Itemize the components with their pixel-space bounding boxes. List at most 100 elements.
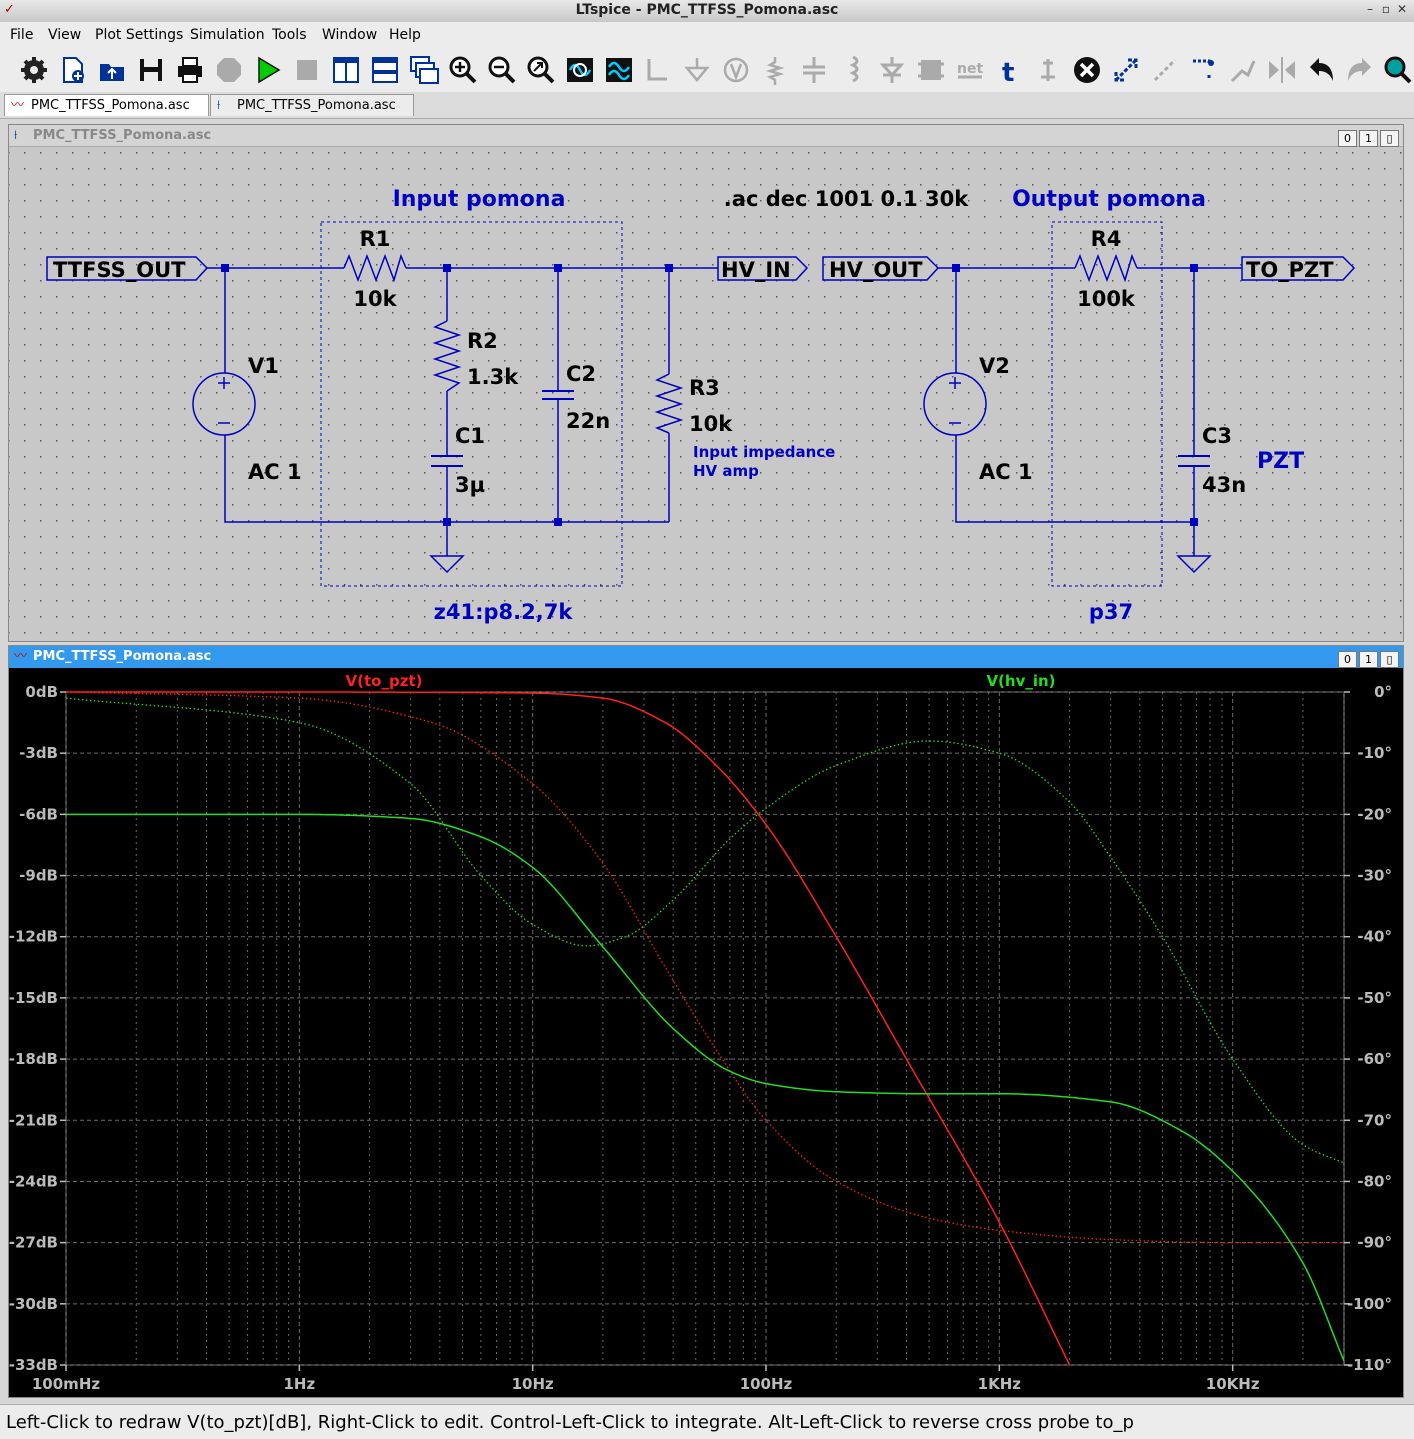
net-label-hv-in[interactable] — [717, 256, 809, 281]
r4-name[interactable]: R4 — [1091, 227, 1122, 251]
c3-name[interactable]: C3 — [1202, 424, 1232, 448]
menu-tools[interactable]: Tools — [272, 27, 307, 43]
waveform-icon[interactable] — [603, 54, 635, 86]
capacitor-c1-symbol[interactable] — [431, 455, 463, 467]
text-icon[interactable]: t — [993, 54, 1025, 86]
menu-file[interactable]: File — [10, 27, 34, 43]
move-icon[interactable] — [1110, 54, 1142, 86]
schematic-canvas[interactable]: Input pomona Output pomona .ac dec 1001 … — [9, 147, 1403, 641]
trace-v-hv-in-magnitude[interactable] — [66, 813, 1345, 1362]
c3-value[interactable]: 43n — [1202, 473, 1246, 497]
cascade-icon[interactable] — [408, 54, 440, 86]
gear-icon[interactable] — [18, 54, 50, 86]
pane-restore-button[interactable]: 1 — [1359, 130, 1378, 147]
print-icon[interactable] — [174, 54, 206, 86]
copy-icon[interactable] — [1188, 54, 1220, 86]
close-icon[interactable]: ✕ — [1396, 2, 1408, 16]
capacitor-c3-symbol[interactable] — [1178, 455, 1210, 467]
menu-help[interactable]: Help — [389, 27, 421, 43]
resistor-r1-symbol[interactable] — [343, 253, 407, 283]
resistor-r4-symbol[interactable] — [1074, 253, 1138, 283]
v1-name[interactable]: V1 — [248, 354, 279, 378]
undo-icon[interactable] — [1305, 54, 1337, 86]
maximize-icon[interactable]: ▫ — [1381, 2, 1391, 16]
open-icon[interactable] — [96, 54, 128, 86]
resistor-icon[interactable] — [759, 54, 791, 86]
diode-icon[interactable] — [876, 54, 908, 86]
pane-minimize-button[interactable]: 0 — [1338, 651, 1357, 668]
menu-simulation[interactable]: Simulation — [190, 27, 265, 43]
net-icon[interactable]: net — [954, 54, 986, 86]
r3-value[interactable]: 10k — [689, 412, 733, 436]
resistor-r2-symbol[interactable] — [432, 320, 462, 392]
trace-v-to-pzt-phase[interactable] — [65, 691, 1344, 1244]
drag-icon[interactable] — [1149, 54, 1181, 86]
voltage-source-v2-symbol[interactable] — [923, 372, 987, 436]
zoom-out-icon[interactable] — [486, 54, 518, 86]
r2-name[interactable]: R2 — [467, 329, 498, 353]
v2-value[interactable]: AC 1 — [979, 460, 1033, 484]
c1-name[interactable]: C1 — [455, 424, 485, 448]
v2-name[interactable]: V2 — [979, 354, 1010, 378]
c2-name[interactable]: C2 — [566, 362, 596, 386]
pane-restore-button[interactable]: 1 — [1359, 651, 1378, 668]
output-pomona-title[interactable]: Output pomona — [1012, 187, 1206, 212]
tab-waveform[interactable]: 〰 PMC_TTFSS_Pomona.asc — [4, 94, 209, 116]
redo-icon[interactable] — [1344, 54, 1376, 86]
menu-plot-settings[interactable]: Plot Settings — [95, 27, 184, 43]
input-pomona-title[interactable]: Input pomona — [393, 187, 566, 212]
delete-icon[interactable] — [1071, 54, 1103, 86]
minimize-icon[interactable]: – — [1367, 2, 1373, 16]
r1-value[interactable]: 10k — [353, 287, 397, 311]
pane-maximize-button[interactable]: ▯ — [1380, 651, 1399, 668]
trace-label-v-to-pzt[interactable]: V(to_pzt) — [346, 672, 423, 690]
waveform-plot[interactable]: 0dB 0° -3dB -10° -6dB -20° -9dB -30° -12dB -40° -1… — [9, 668, 1403, 1397]
c2-value[interactable]: 22n — [566, 409, 610, 433]
pzt-label[interactable]: PZT — [1257, 449, 1304, 474]
pane-minimize-button[interactable]: 0 — [1338, 130, 1357, 147]
trace-v-to-pzt-magnitude[interactable] — [66, 691, 1071, 1366]
inductor-icon[interactable] — [837, 54, 869, 86]
r1-name[interactable]: R1 — [360, 227, 391, 251]
output-box-note[interactable]: p37 — [1089, 600, 1133, 624]
net-label-hv-out[interactable] — [822, 256, 940, 281]
menu-view[interactable]: View — [48, 27, 82, 43]
zoom-fit-icon[interactable] — [525, 54, 557, 86]
input-box-note[interactable]: z41:p8.2,7k — [434, 600, 574, 624]
v1-value[interactable]: AC 1 — [248, 460, 302, 484]
tile-vertical-icon[interactable] — [330, 54, 362, 86]
title-bar: ✓ LTspice - PMC_TTFSS_Pomona.asc – ▫ ✕ — [0, 0, 1414, 23]
tile-horizontal-icon[interactable] — [369, 54, 401, 86]
resistor-r3-symbol[interactable] — [654, 373, 684, 434]
comment-input-impedance[interactable]: Input impedance — [693, 443, 835, 461]
menu-window[interactable]: Window — [322, 27, 378, 43]
find-icon[interactable] — [1382, 54, 1414, 86]
label-net-icon[interactable] — [720, 54, 752, 86]
voltage-source-v1-symbol[interactable] — [192, 372, 256, 436]
spice-directive-icon[interactable] — [1032, 54, 1064, 86]
save-icon[interactable] — [135, 54, 167, 86]
r4-value[interactable]: 100k — [1077, 287, 1136, 311]
net-label-ttfss-out[interactable] — [46, 256, 209, 281]
c1-value[interactable]: 3µ — [455, 473, 485, 497]
zoom-in-icon[interactable] — [447, 54, 479, 86]
autorange-icon[interactable] — [564, 54, 596, 86]
run-icon[interactable] — [252, 54, 284, 86]
trace-label-v-hv-in[interactable]: V(hv_in) — [986, 672, 1055, 690]
net-label-to-pzt[interactable] — [1241, 256, 1356, 281]
spice-directive[interactable]: .ac dec 1001 0.1 30k — [724, 187, 969, 211]
wire-icon[interactable] — [642, 54, 674, 86]
mirror-icon[interactable] — [1266, 54, 1298, 86]
capacitor-icon[interactable] — [798, 54, 830, 86]
ground-icon[interactable] — [681, 54, 713, 86]
rotate-icon[interactable] — [1227, 54, 1259, 86]
comment-hv-amp[interactable]: HV amp — [693, 462, 759, 480]
r2-value[interactable]: 1.3k — [467, 365, 519, 389]
capacitor-c2-symbol[interactable] — [542, 390, 574, 400]
component-icon[interactable] — [915, 54, 947, 86]
r3-name[interactable]: R3 — [689, 376, 720, 400]
trace-v-hv-in-phase[interactable] — [65, 697, 1345, 1164]
pane-maximize-button[interactable]: ▯ — [1380, 130, 1399, 147]
tab-schematic[interactable]: ⟊ PMC_TTFSS_Pomona.asc — [210, 94, 414, 116]
new-schematic-icon[interactable] — [57, 54, 89, 86]
